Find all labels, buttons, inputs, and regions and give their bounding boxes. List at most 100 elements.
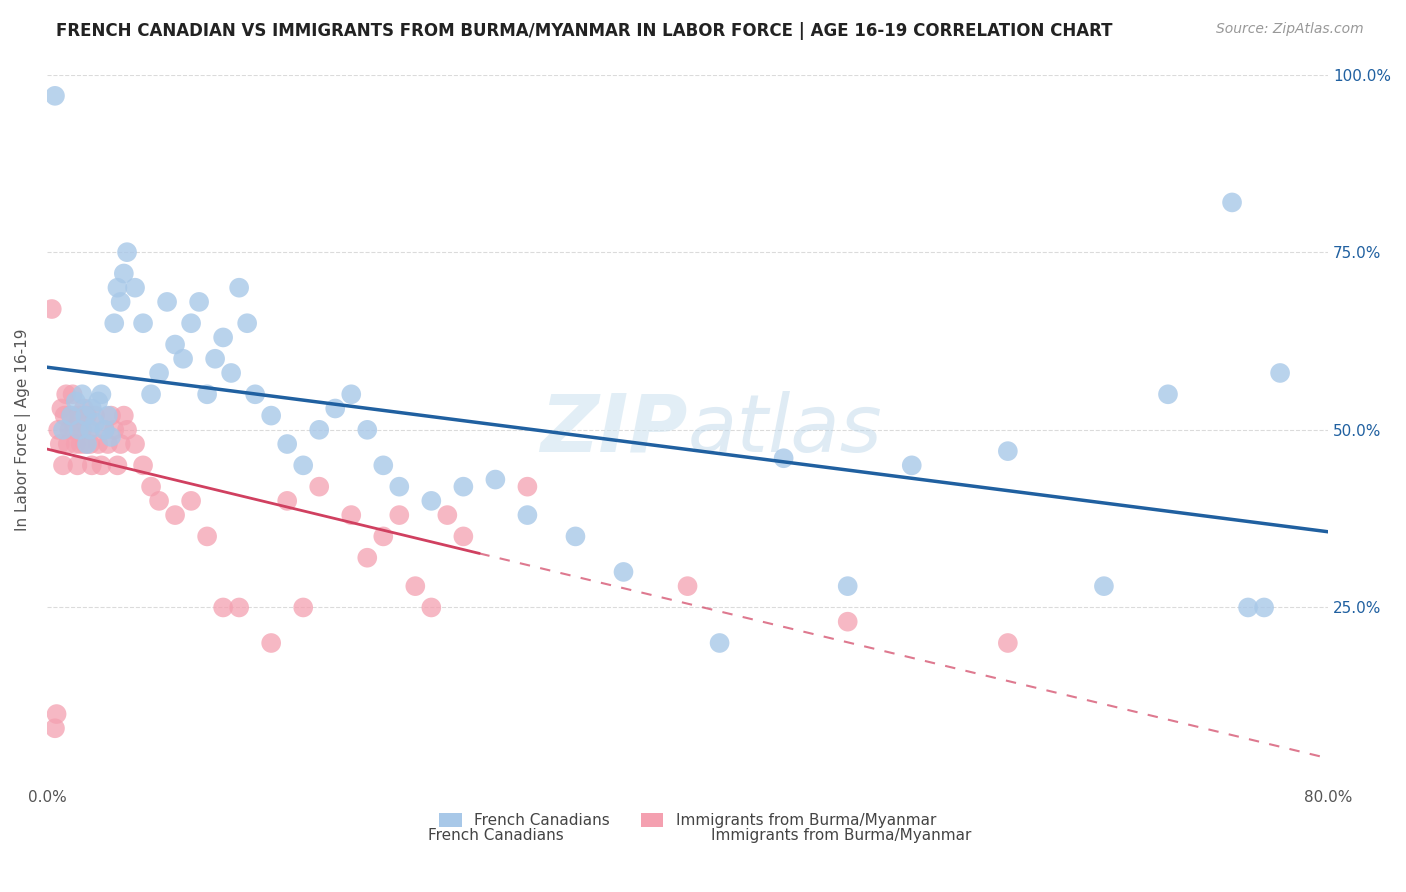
Point	[420, 600, 443, 615]
Text: ZIP: ZIP	[540, 391, 688, 469]
Point	[73, 401, 96, 416]
Point	[80, 401, 103, 416]
Point	[67, 423, 90, 437]
Point	[188, 294, 211, 309]
Point	[516, 480, 538, 494]
Point	[59, 409, 82, 423]
Point	[236, 316, 259, 330]
Point	[49, 437, 72, 451]
Point	[276, 437, 298, 451]
Point	[115, 423, 138, 437]
Point	[97, 437, 120, 451]
Point	[69, 437, 91, 451]
Point	[292, 600, 315, 615]
Point	[212, 600, 235, 615]
Point	[997, 444, 1019, 458]
Point	[103, 423, 125, 437]
Point	[107, 458, 129, 473]
Point	[75, 437, 97, 451]
Point	[195, 387, 218, 401]
Point	[420, 494, 443, 508]
Point	[65, 394, 87, 409]
Point	[388, 508, 411, 522]
Point	[66, 458, 89, 473]
Point	[110, 294, 132, 309]
Point	[1237, 600, 1260, 615]
Point	[243, 387, 266, 401]
Point	[93, 423, 115, 437]
Point	[356, 550, 378, 565]
Point	[55, 387, 77, 401]
Point	[453, 480, 475, 494]
Point	[107, 281, 129, 295]
Point	[103, 316, 125, 330]
Point	[80, 458, 103, 473]
Point	[41, 301, 63, 316]
Point	[837, 615, 859, 629]
Text: FRENCH CANADIAN VS IMMIGRANTS FROM BURMA/MYANMAR IN LABOR FORCE | AGE 16-19 CORR: FRENCH CANADIAN VS IMMIGRANTS FROM BURMA…	[56, 22, 1112, 40]
Point	[404, 579, 426, 593]
Point	[453, 529, 475, 543]
Point	[1253, 600, 1275, 615]
Point	[93, 423, 115, 437]
Point	[70, 423, 93, 437]
Point	[115, 245, 138, 260]
Point	[56, 437, 79, 451]
Legend: French Canadians, Immigrants from Burma/Myanmar: French Canadians, Immigrants from Burma/…	[433, 807, 942, 834]
Point	[76, 409, 98, 423]
Point	[997, 636, 1019, 650]
Point	[308, 423, 330, 437]
Point	[51, 401, 73, 416]
Text: atlas: atlas	[688, 391, 883, 469]
Point	[110, 437, 132, 451]
Point	[1092, 579, 1115, 593]
Point	[139, 480, 162, 494]
Point	[58, 423, 80, 437]
Point	[484, 473, 506, 487]
Point	[709, 636, 731, 650]
Point	[564, 529, 586, 543]
Point	[292, 458, 315, 473]
Point	[340, 387, 363, 401]
Y-axis label: In Labor Force | Age 16-19: In Labor Force | Age 16-19	[15, 328, 31, 531]
Point	[124, 437, 146, 451]
Point	[77, 423, 100, 437]
Point	[65, 437, 87, 451]
Point	[75, 409, 97, 423]
Point	[356, 423, 378, 437]
Point	[132, 458, 155, 473]
Point	[76, 437, 98, 451]
Point	[63, 423, 86, 437]
Point	[44, 88, 66, 103]
Point	[180, 316, 202, 330]
Point	[195, 529, 218, 543]
Point	[79, 437, 101, 451]
Point	[165, 508, 187, 522]
Point	[1220, 195, 1243, 210]
Point	[204, 351, 226, 366]
Point	[516, 508, 538, 522]
Point	[70, 387, 93, 401]
Point	[59, 409, 82, 423]
Point	[84, 416, 107, 430]
Text: Source: ZipAtlas.com: Source: ZipAtlas.com	[1216, 22, 1364, 37]
Point	[260, 636, 283, 650]
Point	[112, 267, 135, 281]
Point	[837, 579, 859, 593]
Point	[260, 409, 283, 423]
Point	[772, 451, 794, 466]
Point	[228, 600, 250, 615]
Point	[132, 316, 155, 330]
Point	[52, 423, 75, 437]
Point	[900, 458, 922, 473]
Point	[373, 529, 395, 543]
Point	[100, 430, 122, 444]
Point	[90, 458, 112, 473]
Point	[228, 281, 250, 295]
Point	[308, 480, 330, 494]
Point	[87, 437, 110, 451]
Point	[97, 409, 120, 423]
Point	[165, 337, 187, 351]
Point	[45, 707, 67, 722]
Point	[139, 387, 162, 401]
